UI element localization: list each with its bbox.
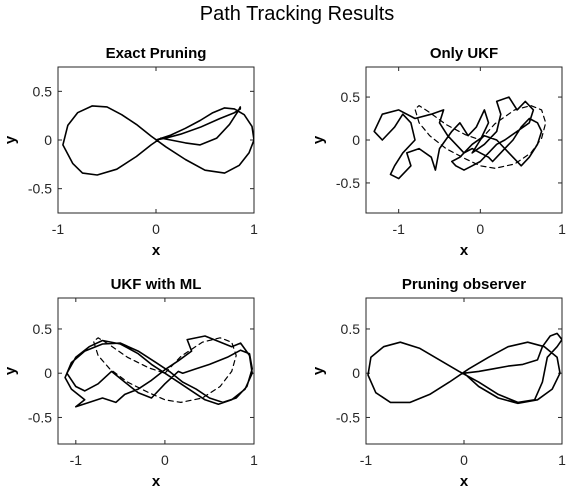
x-tick-label: -1 [52, 221, 65, 237]
y-axis-label: y [310, 366, 327, 375]
axes-box [365, 66, 563, 214]
solid-series-line [367, 332, 562, 405]
x-axis-label: x [152, 473, 161, 490]
y-tick-label: 0 [44, 132, 52, 148]
subplot-title: UKF with ML [111, 276, 202, 293]
x-tick-label: -1 [392, 221, 405, 237]
y-axis-label: y [2, 366, 19, 375]
x-tick-label: 0 [476, 221, 484, 237]
x-tick-label: 1 [250, 221, 258, 237]
y-tick-label: 0 [44, 365, 52, 381]
y-tick-label: 0 [352, 365, 360, 381]
x-tick-label: 0 [460, 452, 468, 468]
subplot-title: Pruning observer [402, 276, 526, 293]
x-tick-label: 1 [250, 452, 258, 468]
x-tick-label: 0 [161, 452, 169, 468]
y-tick-label: 0.5 [341, 321, 361, 337]
subplot-1: -1 0 1 0.5 0 -0.5 Exact Pruning x y [2, 45, 258, 259]
subplot-title: Only UKF [430, 45, 498, 62]
x-axis-label: x [460, 242, 469, 259]
y-tick-label: -0.5 [28, 409, 52, 425]
solid-series-line [62, 105, 254, 176]
x-tick-label: 0 [152, 221, 160, 237]
x-axis-label: x [460, 473, 469, 490]
subplot-3: -1 0 1 0.5 0 -0.5 UKF with ML x y [2, 276, 258, 490]
x-axis-label: x [152, 242, 161, 259]
x-tick-label: -1 [70, 452, 83, 468]
y-tick-label: 0 [352, 132, 360, 148]
dashed-series-line [414, 104, 547, 169]
subplot-4: -1 0 1 0.5 0 -0.5 Pruning observer x y [310, 276, 566, 490]
y-tick-label: 0.5 [341, 89, 361, 105]
figure-title: Path Tracking Results [200, 3, 395, 25]
y-axis-label: y [310, 135, 327, 144]
axes-box [365, 297, 563, 445]
dashed-series-line [92, 337, 237, 403]
y-tick-label: 0.5 [33, 83, 53, 99]
subplots: -1 0 1 0.5 0 -0.5 Exact Pruning x y -1 0 1 0.5 0 -0.5 O… [2, 45, 566, 490]
subplot-2: -1 0 1 0.5 0 -0.5 Only UKF x y [310, 45, 566, 259]
y-tick-label: 0.5 [33, 321, 53, 337]
x-tick-label: 1 [558, 452, 566, 468]
subplot-title: Exact Pruning [106, 45, 207, 62]
y-axis-label: y [2, 135, 19, 144]
y-tick-label: -0.5 [336, 409, 360, 425]
solid-series-line [373, 96, 543, 180]
axes-box [57, 297, 255, 445]
y-tick-label: -0.5 [28, 181, 52, 197]
x-tick-label: -1 [360, 452, 373, 468]
solid-series-line [64, 335, 253, 408]
y-tick-label: -0.5 [336, 175, 360, 191]
x-tick-label: 1 [558, 221, 566, 237]
